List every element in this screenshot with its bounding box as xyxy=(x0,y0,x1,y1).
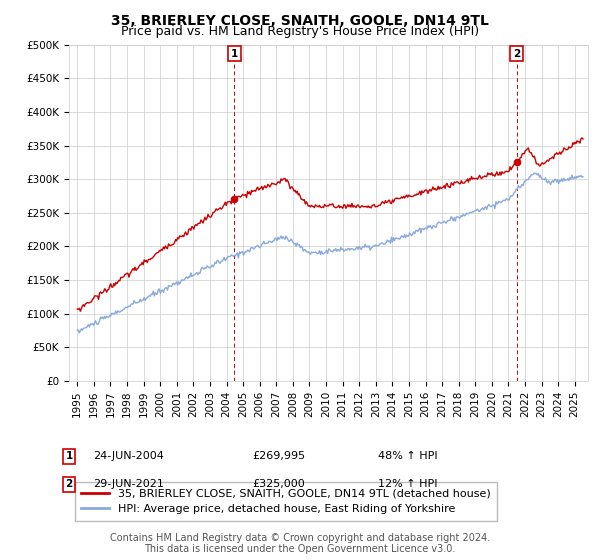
Text: Price paid vs. HM Land Registry's House Price Index (HPI): Price paid vs. HM Land Registry's House … xyxy=(121,25,479,38)
Text: 12% ↑ HPI: 12% ↑ HPI xyxy=(378,479,437,489)
Text: 1: 1 xyxy=(65,451,73,461)
Legend: 35, BRIERLEY CLOSE, SNAITH, GOOLE, DN14 9TL (detached house), HPI: Average price: 35, BRIERLEY CLOSE, SNAITH, GOOLE, DN14 … xyxy=(74,482,497,521)
Text: 29-JUN-2021: 29-JUN-2021 xyxy=(93,479,164,489)
Text: 2: 2 xyxy=(513,49,520,59)
Text: £325,000: £325,000 xyxy=(252,479,305,489)
Text: 35, BRIERLEY CLOSE, SNAITH, GOOLE, DN14 9TL: 35, BRIERLEY CLOSE, SNAITH, GOOLE, DN14 … xyxy=(111,14,489,28)
Text: Contains HM Land Registry data © Crown copyright and database right 2024.
This d: Contains HM Land Registry data © Crown c… xyxy=(110,533,490,554)
Text: £269,995: £269,995 xyxy=(252,451,305,461)
Text: 24-JUN-2004: 24-JUN-2004 xyxy=(93,451,164,461)
Text: 48% ↑ HPI: 48% ↑ HPI xyxy=(378,451,437,461)
Text: 2: 2 xyxy=(65,479,73,489)
Text: 1: 1 xyxy=(231,49,238,59)
